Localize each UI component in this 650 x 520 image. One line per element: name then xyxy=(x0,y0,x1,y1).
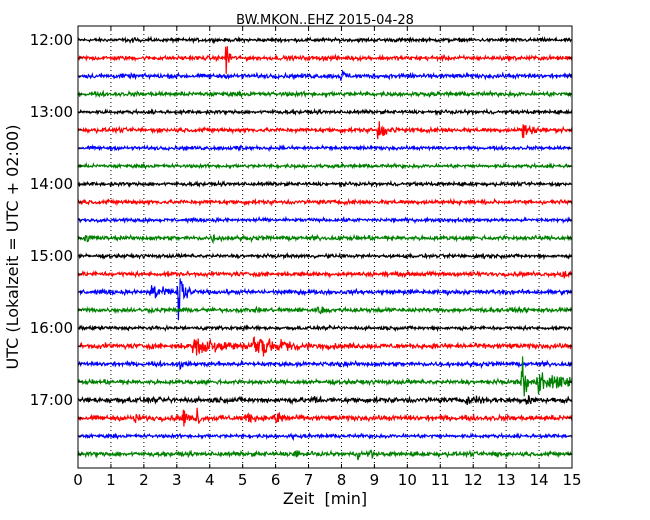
x-tick-label-9: 9 xyxy=(370,471,380,489)
x-axis-label: Zeit [min] xyxy=(283,489,367,508)
x-tick-label-12: 12 xyxy=(464,471,483,489)
trace-1730 xyxy=(77,431,573,442)
x-tick-label-8: 8 xyxy=(337,471,347,489)
trace-1430 xyxy=(77,215,573,225)
grid-lines xyxy=(110,26,540,468)
x-tick-label-5: 5 xyxy=(238,471,248,489)
trace-1230 xyxy=(77,69,573,81)
x-tick-label-6: 6 xyxy=(271,471,281,489)
x-tick-label-15: 15 xyxy=(562,471,581,489)
trace-1615 xyxy=(77,336,573,357)
trace-1700 xyxy=(77,395,573,406)
x-axis-ticks: 0 1 2 3 4 5 6 7 8 9 10 11 12 13 14 15 xyxy=(73,26,582,489)
x-tick-label-4: 4 xyxy=(205,471,215,489)
trace-1200 xyxy=(77,35,573,45)
trace-1315 xyxy=(77,121,573,140)
trace-1415 xyxy=(77,197,573,207)
trace-1745 xyxy=(77,449,573,461)
x-tick-label-2: 2 xyxy=(139,471,149,489)
x-tick-label-0: 0 xyxy=(73,471,83,489)
trace-1645 xyxy=(77,356,573,397)
y-axis-label: UTC (Lokalzeit = UTC + 02:00) xyxy=(3,125,22,370)
trace-1530 xyxy=(77,278,573,321)
y-tick-label-0: 12:00 xyxy=(30,31,73,49)
y-tick-label-1: 13:00 xyxy=(30,103,73,121)
trace-1445 xyxy=(77,233,573,245)
trace-1300 xyxy=(77,107,573,117)
y-tick-label-4: 16:00 xyxy=(30,319,73,337)
plot-frame xyxy=(77,25,573,469)
trace-1400 xyxy=(77,179,573,189)
trace-1345 xyxy=(77,161,572,171)
x-tick-label-10: 10 xyxy=(398,471,417,489)
trace-1630 xyxy=(77,359,573,371)
trace-1600 xyxy=(77,324,573,333)
trace-1500 xyxy=(77,251,573,261)
trace-1545 xyxy=(77,305,573,315)
x-tick-label-7: 7 xyxy=(304,471,314,489)
x-tick-label-14: 14 xyxy=(530,471,549,489)
trace-1515 xyxy=(77,269,573,280)
y-tick-label-2: 14:00 xyxy=(30,175,73,193)
trace-1245 xyxy=(77,89,572,99)
trace-1215 xyxy=(77,46,573,74)
x-tick-label-3: 3 xyxy=(172,471,182,489)
y-axis-ticks: 12:00 13:00 14:00 15:00 16:00 17:00 xyxy=(30,31,572,455)
x-tick-label-11: 11 xyxy=(431,471,450,489)
trace-1715 xyxy=(77,407,573,427)
y-tick-label-3: 15:00 xyxy=(30,247,73,265)
x-tick-label-13: 13 xyxy=(497,471,516,489)
chart-title: BW.MKON..EHZ 2015-04-28 xyxy=(236,13,414,28)
x-tick-label-1: 1 xyxy=(106,471,116,489)
y-tick-label-5: 17:00 xyxy=(30,391,73,409)
trace-1330 xyxy=(77,143,573,153)
trace-group xyxy=(77,35,573,461)
